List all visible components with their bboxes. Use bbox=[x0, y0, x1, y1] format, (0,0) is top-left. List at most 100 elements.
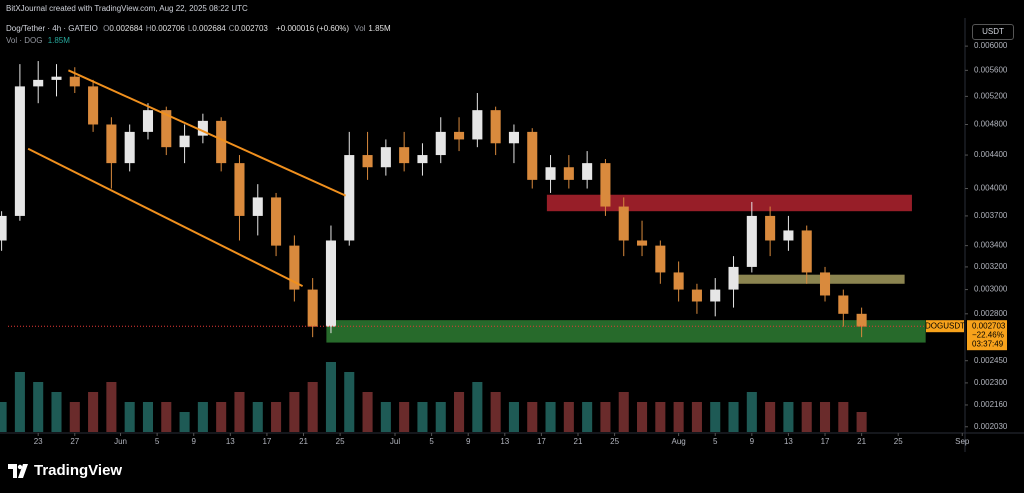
volume-bar bbox=[856, 412, 867, 432]
volume-bar bbox=[179, 412, 190, 432]
candle-body bbox=[673, 272, 684, 290]
volume-bar bbox=[106, 382, 117, 432]
volume-bar bbox=[252, 402, 263, 432]
candle-body bbox=[161, 110, 172, 148]
x-tick-label: 9 bbox=[750, 437, 755, 446]
volume-bar bbox=[33, 382, 44, 432]
candle-body bbox=[508, 131, 519, 144]
volume-bar bbox=[124, 402, 135, 432]
candle-body bbox=[691, 289, 702, 302]
volume-bar bbox=[691, 402, 702, 432]
y-tick-label: 0.002450 bbox=[974, 356, 1008, 365]
x-tick-label: 17 bbox=[537, 437, 546, 446]
candle-body bbox=[399, 147, 410, 164]
volume-bar bbox=[362, 392, 373, 432]
zone bbox=[737, 274, 905, 284]
y-tick-label: 0.002030 bbox=[974, 422, 1008, 431]
volume-bar bbox=[435, 402, 446, 432]
symbol: Dog/Tether · 4h · GATEIO bbox=[6, 24, 98, 33]
symbol-tag: DOGUSDT bbox=[925, 321, 965, 330]
candle-body bbox=[0, 215, 7, 241]
volume-bar bbox=[710, 402, 721, 432]
candle-body bbox=[380, 147, 391, 168]
volume-bar bbox=[0, 402, 7, 432]
price-tag-bg bbox=[967, 320, 1007, 351]
x-tick-label: Sep bbox=[955, 437, 970, 446]
volume-bar bbox=[216, 402, 227, 432]
candle-body bbox=[271, 197, 282, 246]
x-tick-label: 9 bbox=[192, 437, 197, 446]
candle-body bbox=[325, 240, 336, 327]
candle-body bbox=[710, 289, 721, 302]
candle-body bbox=[33, 79, 44, 87]
volume-bar bbox=[325, 362, 336, 432]
volume-bar bbox=[545, 402, 556, 432]
volume-bar bbox=[765, 402, 776, 432]
x-tick-label: 5 bbox=[429, 437, 434, 446]
volume-bar bbox=[197, 402, 208, 432]
volume-bar bbox=[69, 402, 80, 432]
x-tick-label: 17 bbox=[821, 437, 830, 446]
volume-bar bbox=[801, 402, 812, 432]
y-tick-label: 0.003000 bbox=[974, 285, 1008, 294]
y-tick-label: 0.003400 bbox=[974, 241, 1008, 250]
candle-body bbox=[362, 155, 373, 168]
currency-button[interactable]: USDT bbox=[972, 24, 1014, 40]
x-tick-label: 17 bbox=[262, 437, 271, 446]
logo-text: TradingView bbox=[34, 462, 123, 479]
candle-body bbox=[765, 215, 776, 241]
volume-bar bbox=[819, 402, 831, 432]
x-tick-label: Jul bbox=[390, 437, 400, 446]
candle-body bbox=[197, 120, 208, 136]
candle-body bbox=[527, 131, 538, 180]
candle-body bbox=[179, 135, 190, 148]
footer-logo: TradingView bbox=[8, 462, 122, 479]
candle-body bbox=[819, 272, 831, 296]
candle-body bbox=[600, 163, 611, 207]
volume-bar bbox=[728, 402, 739, 432]
ohlc-value: 0.002684 bbox=[109, 24, 143, 33]
candle-body bbox=[563, 167, 574, 180]
x-tick-label: 25 bbox=[894, 437, 903, 446]
x-tick-label: 9 bbox=[466, 437, 471, 446]
vol-row-value: 1.85M bbox=[47, 36, 70, 45]
candle-body bbox=[88, 86, 99, 125]
volume-bar bbox=[417, 402, 428, 432]
volume-bar bbox=[637, 402, 648, 432]
volume-bar bbox=[142, 402, 154, 432]
candle-body bbox=[234, 163, 245, 216]
candle-body bbox=[728, 266, 739, 290]
candle-body bbox=[124, 131, 135, 164]
x-tick-label: 21 bbox=[857, 437, 866, 446]
volume-bar bbox=[527, 402, 538, 432]
volume-bar bbox=[88, 392, 99, 432]
volume-bar bbox=[508, 402, 519, 432]
candle-body bbox=[14, 86, 25, 216]
volume-bar bbox=[289, 392, 300, 432]
y-tick-label: 0.002160 bbox=[974, 400, 1008, 409]
candle-body bbox=[838, 295, 849, 314]
ohlc-label: C bbox=[228, 24, 235, 33]
candle-body bbox=[490, 110, 501, 144]
candle-body bbox=[454, 131, 465, 140]
legend: Dog/Tether · 4h · GATEIO O0.002684 H0.002… bbox=[6, 24, 394, 33]
vol-value: 1.85M bbox=[368, 24, 391, 33]
vol-label: Vol bbox=[354, 24, 366, 33]
volume-bar bbox=[344, 372, 355, 432]
ohlc-label: O bbox=[103, 24, 110, 33]
x-tick-label: 13 bbox=[784, 437, 793, 446]
volume-bar bbox=[454, 392, 465, 432]
volume-legend: Vol · DOG 1.85M bbox=[6, 36, 73, 45]
change-tag: −22.46% bbox=[972, 330, 1004, 339]
candle-body bbox=[856, 313, 867, 327]
zone bbox=[326, 320, 926, 343]
candle-body bbox=[655, 245, 666, 273]
candle-body bbox=[637, 240, 648, 246]
candle-body bbox=[252, 197, 263, 216]
volume-bar bbox=[307, 382, 318, 432]
volume-bar bbox=[618, 392, 629, 432]
ohlc-value: 0.002684 bbox=[192, 24, 226, 33]
y-tick-label: 0.005200 bbox=[974, 91, 1008, 100]
caption: BitXJournal created with TradingView.com… bbox=[6, 4, 248, 13]
